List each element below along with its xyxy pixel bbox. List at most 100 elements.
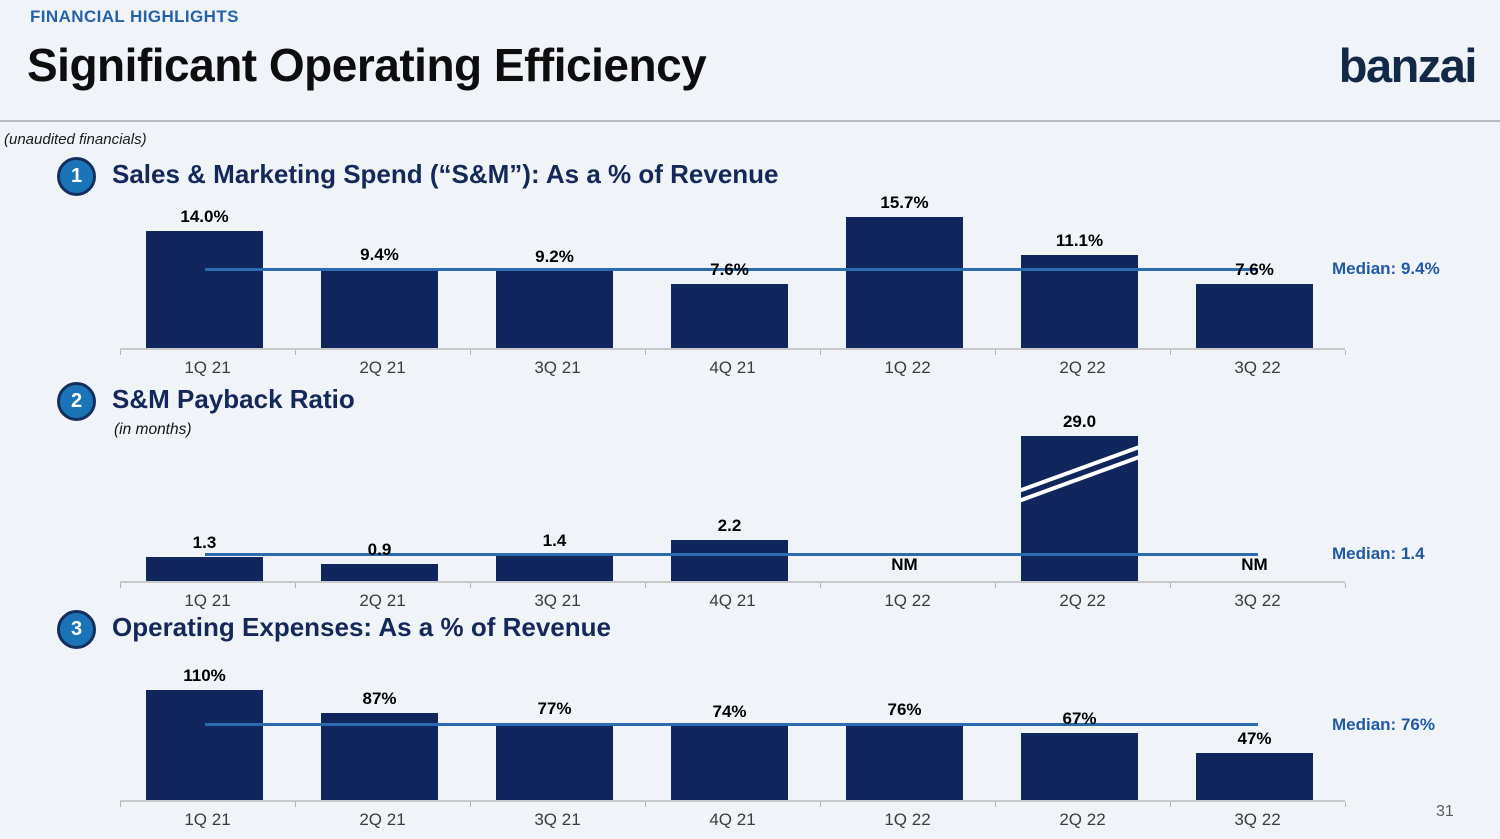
axis-category-label: 2Q 22 [1059,358,1106,377]
axis-tick [995,802,996,807]
bar-value-label: 76% [887,700,922,719]
bar-value-label: 47% [1237,729,1272,748]
bar-value-label: 67% [1062,709,1097,728]
chart-title: Sales & Marketing Spend (“S&M”): As a % … [112,159,779,189]
axis-category-label: 4Q 21 [709,358,756,377]
axis-tick [470,350,471,355]
axis-category-label: 1Q 21 [184,591,231,610]
axis-tick [1345,802,1346,807]
page-title: Significant Operating Efficiency [27,39,707,91]
bar-value-label: 7.6% [710,260,749,280]
axis-tick [820,802,821,807]
badge-number: 3 [70,618,83,640]
bar [846,216,963,348]
title-divider [0,120,1500,122]
bar [1021,733,1138,800]
axis-category-label: 2Q 22 [1059,591,1106,610]
axis-tick [1170,802,1171,807]
section-number-badge: 1 [57,157,96,196]
bar [671,284,788,348]
axis-category-label: 3Q 22 [1234,358,1281,377]
axis-tick [470,583,471,588]
bar [1196,753,1313,800]
axis-tick [820,583,821,588]
bar-value-label: 77% [537,699,572,718]
axis-category-label: 2Q 21 [359,591,406,610]
median-label: Median: 9.4% [1332,259,1440,278]
axis-tick [645,802,646,807]
axis-tick [995,583,996,588]
axis-category-label: 3Q 21 [534,810,581,829]
chart-title: Operating Expenses: As a % of Revenue [112,612,611,642]
bar [496,723,613,800]
axis-category-label: 4Q 21 [709,591,756,610]
axis-category-label: 3Q 21 [534,591,581,610]
chart-subtitle: (in months) [114,421,192,438]
axis-category-label: 2Q 22 [1059,810,1106,829]
bar [496,554,613,581]
axis-category-label: 4Q 21 [709,810,756,829]
axis-category-label: 1Q 22 [884,591,931,610]
bar-value-label: 87% [362,689,397,708]
axis-tick [470,802,471,807]
bar-value-label: NM [891,555,918,574]
median-line [205,267,1258,271]
bar-value-label: 14.0% [180,206,229,226]
bar [321,269,438,348]
bar-value-label: 1.3 [192,532,217,552]
median-line [205,553,1258,557]
median-line [205,722,1258,726]
chart-plot-area: 1.3 0.9 1.4 2.2 NM 29.0 NM 1Q 21 2Q 21 3Q 21 4Q 21… [120,412,1346,610]
axis-category-label: 1Q 22 [884,358,931,377]
bar [671,540,788,581]
section-number-badge: 3 [57,610,96,649]
axis-tick [1345,350,1346,355]
axis-category-label: 1Q 21 [184,810,231,829]
axis-category-label: 2Q 21 [359,810,406,829]
section-eyebrow: FINANCIAL HIGHLIGHTS [30,7,239,26]
median-label: Median: 1.4 [1332,544,1425,563]
bar [146,690,263,800]
unaudited-note: (unaudited financials) [4,131,147,148]
axis-category-label: 3Q 22 [1234,810,1281,829]
axis-tick [995,350,996,355]
bar [146,556,263,581]
bar [846,724,963,800]
axis-category-label: 3Q 22 [1234,591,1281,610]
axis-tick [1170,350,1171,355]
bar-value-label: NM [1241,555,1268,574]
bar [1021,436,1138,581]
axis-tick [645,583,646,588]
bar [496,271,613,348]
bar-value-label: 0.9 [367,540,392,560]
axis-tick [295,583,296,588]
bar-value-label: 15.7% [880,192,929,212]
axis-tick [120,350,121,355]
median-label: Median: 76% [1332,715,1435,734]
axis-category-label: 1Q 21 [184,358,231,377]
axis-tick [120,802,121,807]
bar-value-label: 74% [712,702,747,721]
axis-category-label: 2Q 21 [359,358,406,377]
bar-value-label: 29.0 [1062,412,1097,431]
bar-value-label: 110% [183,666,226,685]
bar-value-label: 2.2 [717,516,742,536]
bar [1196,284,1313,348]
page-number: 31 [1436,803,1454,820]
bar-value-label: 11.1% [1055,231,1104,251]
bar [321,564,438,581]
chart-plot-area: 110% 87% 77% 74% 76% 67% 47% 1Q 21 2Q 21 3Q 21 4Q … [120,666,1346,829]
axis-tick [1170,583,1171,588]
axis-tick [295,802,296,807]
chart-title: S&M Payback Ratio [112,384,355,414]
axis-break-mark [1021,441,1138,497]
brand-logo: banzai [1338,39,1478,92]
axis-tick [120,583,121,588]
axis-tick [1345,583,1346,588]
badge-number: 1 [70,165,83,187]
bar [321,713,438,800]
axis-category-label: 3Q 21 [534,358,581,377]
bar [671,726,788,800]
axis-tick [820,350,821,355]
